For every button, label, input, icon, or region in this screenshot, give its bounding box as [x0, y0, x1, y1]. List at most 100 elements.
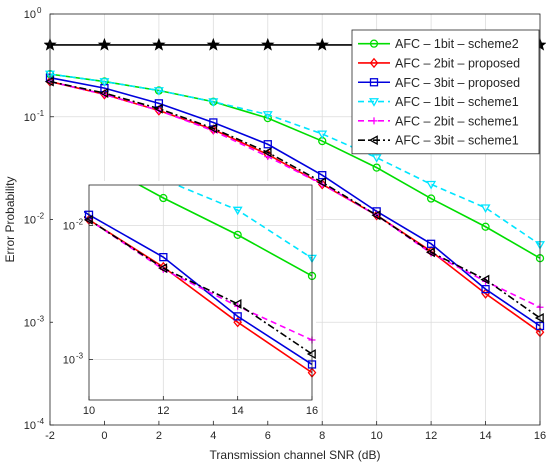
data-point	[426, 180, 437, 190]
legend-entry: AFC – 2bit – scheme1	[358, 114, 519, 128]
legend-box	[351, 29, 540, 155]
legend-entry: AFC – 3bit – proposed	[358, 76, 520, 90]
data-point	[11, 111, 19, 118]
inset-y-tick-label: 10	[63, 355, 75, 367]
data-point	[99, 88, 109, 99]
data-point	[232, 298, 242, 309]
data-point	[371, 210, 381, 221]
y-tick-exponent: -1	[37, 109, 45, 118]
x-tick-label: 6	[265, 430, 271, 442]
data-point	[208, 98, 219, 107]
data-point	[100, 89, 109, 100]
x-tick-label: 14	[479, 430, 491, 442]
data-point	[315, 37, 329, 51]
y-tick-label: 10	[24, 215, 36, 227]
y-tick-exponent: 0	[37, 6, 42, 15]
y-tick-exponent: -4	[37, 417, 45, 426]
series-line	[49, 80, 541, 319]
series-line	[84, 216, 313, 374]
inset-y-tick-exponent: -2	[76, 217, 84, 226]
series-line	[84, 210, 313, 366]
legend-label: AFC – 2bit – scheme1	[395, 114, 519, 128]
y-tick-label: 10	[24, 112, 36, 124]
data-point	[208, 123, 218, 134]
data-point	[262, 147, 272, 158]
data-point	[263, 140, 272, 149]
data-point	[159, 252, 168, 262]
series-line	[137, 185, 313, 277]
inset-y-tick-exponent: -3	[76, 352, 84, 361]
legend-marker	[368, 135, 378, 146]
inset-x-tick-label: 12	[157, 405, 169, 417]
legend-entry: AFC – 2bit – proposed	[358, 56, 520, 70]
series-line	[49, 73, 541, 246]
data-point	[318, 171, 327, 180]
series-3	[45, 70, 545, 250]
x-tick-label: 12	[425, 430, 437, 442]
x-tick-label: 10	[371, 430, 383, 442]
data-point	[481, 222, 490, 231]
data-point	[232, 206, 243, 216]
legend-entry: AFC – 3bit – scheme1	[358, 134, 519, 148]
legend-marker	[369, 39, 379, 48]
data-point	[425, 247, 435, 258]
y-tick-label: 10	[24, 420, 36, 432]
data-point	[262, 111, 273, 120]
series-line	[174, 185, 313, 259]
data-point	[153, 103, 163, 114]
y-tick-label: 10	[24, 317, 36, 329]
data-point	[426, 194, 436, 203]
legend-label: AFC – 1bit – scheme1	[395, 95, 519, 109]
legend-entry: AFC – 1bit – scheme1	[358, 95, 519, 109]
y-axis-label: Error Probability	[3, 176, 17, 262]
y-tick-exponent: -2	[37, 212, 45, 221]
data-point	[152, 37, 166, 51]
inset-series	[11, 111, 317, 378]
data-point	[206, 37, 221, 51]
main-series	[44, 37, 546, 338]
series-line	[49, 80, 541, 308]
x-tick-label: 0	[101, 430, 107, 442]
inset-x-tick-label: 14	[232, 405, 244, 417]
legend-marker	[369, 78, 379, 87]
legend-label: AFC – 3bit – proposed	[395, 76, 520, 90]
legend-entry: AFC – 1bit – scheme2	[358, 37, 519, 51]
data-point	[426, 239, 436, 248]
data-point	[85, 142, 93, 149]
x-tick-label: 4	[210, 430, 216, 442]
inset-x-tick-label: 16	[306, 405, 318, 417]
legend-marker	[369, 57, 379, 69]
x-tick-label: -2	[45, 430, 55, 442]
data-point	[317, 130, 328, 140]
data-point	[11, 119, 18, 126]
inset-frame	[88, 184, 313, 401]
data-point	[480, 204, 491, 213]
y-tick-label: 10	[24, 9, 36, 21]
x-tick-label: 2	[156, 430, 162, 442]
data-point	[97, 37, 112, 51]
legend-label: AFC – 3bit – scheme1	[395, 134, 519, 148]
series-line	[84, 216, 313, 341]
data-point	[86, 154, 93, 161]
x-tick-label: 8	[319, 430, 325, 442]
legend-label: AFC – 2bit – proposed	[395, 56, 520, 70]
data-point	[153, 87, 164, 96]
legend-marker	[370, 117, 378, 125]
inset-background	[53, 181, 316, 420]
data-point	[317, 177, 327, 188]
y-tick-exponent: -3	[37, 314, 45, 323]
data-point	[481, 284, 490, 294]
data-point	[11, 164, 18, 171]
legend-label: AFC – 1bit – scheme2	[395, 37, 519, 51]
legend: AFC – 1bit – scheme2 AFC – 2bit – propose…	[351, 29, 540, 155]
data-point	[261, 37, 275, 51]
data-point	[233, 316, 243, 328]
legend-marker	[369, 98, 379, 107]
data-point	[233, 312, 242, 321]
x-axis-label: Transmission channel SNR (dB)	[210, 448, 381, 462]
